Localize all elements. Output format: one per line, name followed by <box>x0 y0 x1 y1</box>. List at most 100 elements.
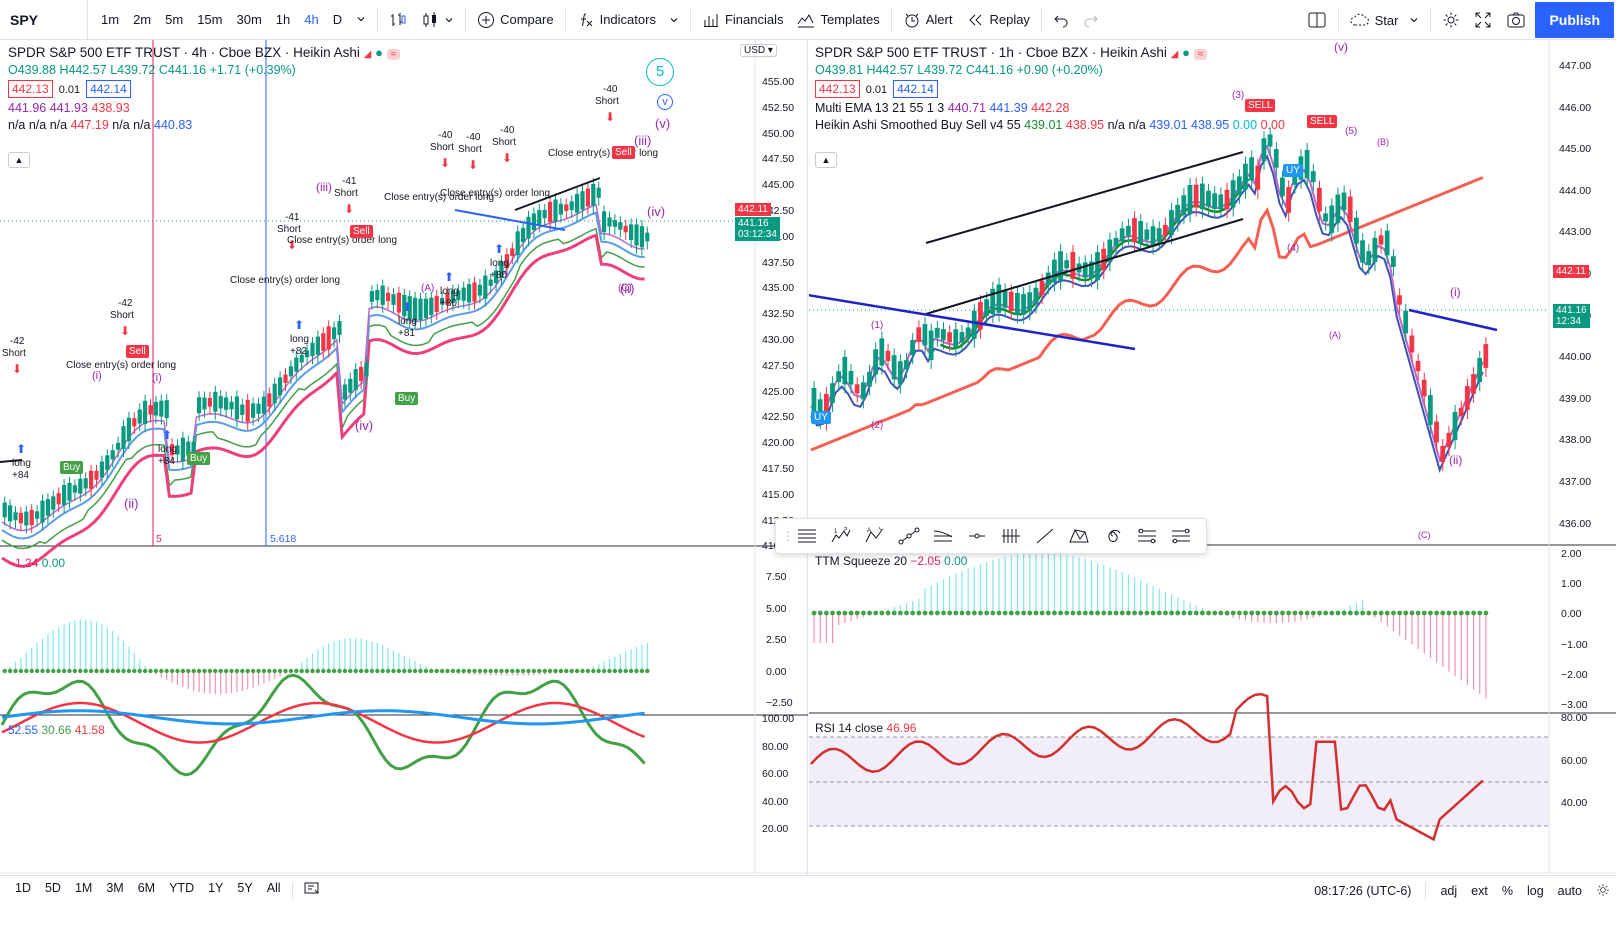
price-axis-label: 60.00 <box>1561 754 1588 767</box>
candle-body <box>830 383 835 403</box>
candle-body <box>1181 195 1187 216</box>
left-squeeze-legend: −1.24 0.00 <box>8 556 66 570</box>
vertical-lines-tool[interactable] <box>994 519 1028 553</box>
buy-price-box[interactable]: 442.14 <box>893 80 938 98</box>
trendline-black <box>0 459 23 463</box>
log-toggle[interactable]: log <box>1526 884 1544 898</box>
squeeze-dot <box>245 668 250 674</box>
ema55-line <box>810 176 1484 452</box>
chart-settings-button[interactable] <box>1596 883 1610 900</box>
sell-price-box[interactable]: 442.13 <box>815 80 860 98</box>
range-5y[interactable]: 5Y <box>237 881 253 895</box>
symbol-search[interactable]: SPY <box>0 0 88 40</box>
candle-body <box>553 199 558 222</box>
interval-1m[interactable]: 1m <box>101 11 120 27</box>
undo-button[interactable] <box>1046 0 1076 40</box>
price-axis-label: 1.00 <box>1561 578 1582 591</box>
price-axis-label: 417.50 <box>762 463 795 475</box>
right-collapse-legend-button[interactable]: ▲ <box>815 152 837 168</box>
price-axis-label: 446.00 <box>1559 101 1592 114</box>
squeeze-dot <box>267 668 272 674</box>
fib-channel-tool[interactable] <box>926 519 960 553</box>
interval-5m[interactable]: 5m <box>165 11 184 27</box>
clock-timezone[interactable]: 08:17:26 (UTC-6) <box>1314 884 1412 898</box>
bar-style-button[interactable] <box>382 0 414 40</box>
candle-body <box>315 336 320 355</box>
indicators-button[interactable]: Indicators <box>570 0 686 40</box>
auto-toggle[interactable]: auto <box>1557 884 1582 898</box>
interval-30m[interactable]: 30m <box>236 11 262 27</box>
fib-spiral-tool[interactable] <box>1096 519 1130 553</box>
interval-4h[interactable]: 4h <box>304 11 319 27</box>
right-chart-canvas[interactable] <box>809 40 1616 900</box>
percent-toggle[interactable]: % <box>1501 884 1513 898</box>
snapshot-button[interactable] <box>1499 0 1533 40</box>
layout-button[interactable] <box>1300 0 1334 40</box>
sell-price-box[interactable]: 442.13 <box>8 80 53 98</box>
candle-style-button[interactable] <box>414 0 461 40</box>
range-3m[interactable]: 3M <box>106 881 124 895</box>
right-chart-pane[interactable]: SPDR S&P 500 ETF TRUST · 1h · Cboe BZX ·… <box>809 40 1616 900</box>
interval-d[interactable]: D <box>332 11 343 27</box>
wave-label: (i) <box>1450 285 1461 299</box>
interval-2m[interactable]: 2m <box>133 11 152 27</box>
trend-line-tool[interactable] <box>1028 519 1062 553</box>
squeeze-dot <box>1397 610 1403 616</box>
candle-body <box>326 326 331 350</box>
long-position-tool[interactable] <box>1130 519 1164 553</box>
drag-handle-icon[interactable]: ⋮ <box>782 529 794 543</box>
squeeze-dot <box>202 668 207 674</box>
short-position-tool[interactable] <box>1164 519 1198 553</box>
templates-button[interactable]: Templates <box>790 0 886 40</box>
currency-selector[interactable]: USD ▾ <box>740 44 777 57</box>
range-5d[interactable]: 5D <box>44 881 61 895</box>
candle-body <box>440 298 445 305</box>
interval-dropdown-chevron-icon[interactable] <box>349 0 373 40</box>
candle-body <box>1230 180 1236 208</box>
fib-retracement-tool[interactable] <box>790 519 824 553</box>
fullscreen-button[interactable] <box>1467 0 1499 40</box>
range-1y[interactable]: 1Y <box>208 881 224 895</box>
star-button[interactable]: Star <box>1343 0 1427 40</box>
candle-body <box>1150 226 1156 246</box>
left-chart-canvas[interactable] <box>0 40 808 900</box>
buy-price-box[interactable]: 442.14 <box>86 80 131 98</box>
interval-15m[interactable]: 15m <box>197 11 223 27</box>
candle-body <box>612 220 617 227</box>
left-collapse-legend-button[interactable]: ▲ <box>8 152 30 168</box>
wave-label: (i) <box>152 372 162 384</box>
trend-angle-tool[interactable] <box>892 519 926 553</box>
alert-button[interactable]: Alert <box>896 0 960 40</box>
range-all[interactable]: All <box>266 881 281 895</box>
settings-button[interactable] <box>1435 0 1467 40</box>
signal-badge: Sell <box>612 146 635 159</box>
left-symbol-title[interactable]: SPDR S&P 500 ETF TRUST · 4h · Cboe BZX ·… <box>8 45 360 60</box>
candle-body <box>67 482 72 501</box>
compare-button[interactable]: Compare <box>470 0 560 40</box>
xabcd-pattern-tool[interactable] <box>1062 519 1096 553</box>
range-ytd[interactable]: YTD <box>169 881 195 895</box>
left-chart-pane[interactable]: SPDR S&P 500 ETF TRUST · 4h · Cboe BZX ·… <box>0 40 808 900</box>
horizontal-ray-tool[interactable] <box>960 519 994 553</box>
range-1m[interactable]: 1M <box>74 881 93 895</box>
candle-body <box>8 505 13 522</box>
publish-button[interactable]: Publish <box>1535 2 1614 38</box>
goto-date-button[interactable] <box>297 881 327 900</box>
candle-body <box>1138 220 1144 244</box>
financials-button[interactable]: Financials <box>695 0 791 40</box>
squeeze-dot <box>580 668 585 674</box>
adj-toggle[interactable]: adj <box>1440 884 1458 898</box>
interval-1h[interactable]: 1h <box>275 11 291 27</box>
squeeze-dot <box>272 668 277 674</box>
replay-button[interactable]: Replay <box>959 0 1036 40</box>
squeeze-dot <box>1206 610 1211 616</box>
range-6m[interactable]: 6M <box>137 881 156 895</box>
range-1d[interactable]: 1D <box>15 881 31 895</box>
redo-button[interactable] <box>1076 0 1106 40</box>
ext-toggle[interactable]: ext <box>1471 884 1488 898</box>
right-symbol-title[interactable]: SPDR S&P 500 ETF TRUST · 1h · Cboe BZX ·… <box>815 45 1167 60</box>
signal-value: -42 <box>118 298 133 309</box>
redo-icon <box>1084 15 1098 27</box>
